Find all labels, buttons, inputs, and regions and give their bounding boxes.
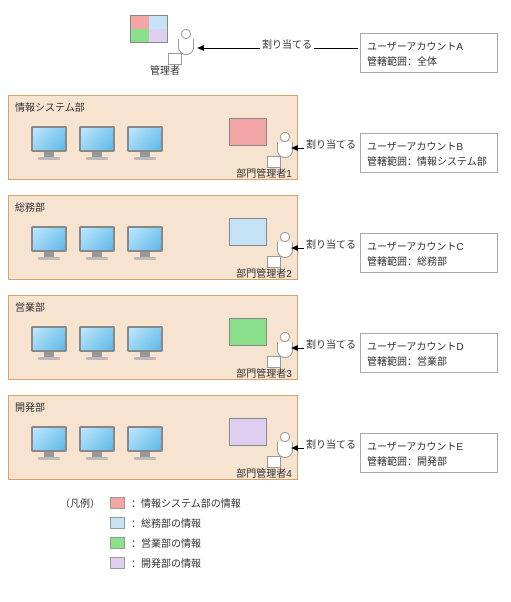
diagram-canvas: 管理者割り当てるユーザーアカウントA管轄範囲：全体情報システム部部門管理者1割り… <box>0 0 511 602</box>
admin-label: 部門管理者4 <box>229 465 299 480</box>
account-title: ユーザーアカウントC <box>367 238 491 253</box>
arrow-label: 割り当てる <box>304 336 358 351</box>
admin-board <box>130 15 168 43</box>
department-label: 情報システム部 <box>15 99 85 114</box>
account-title: ユーザーアカウントB <box>367 138 491 153</box>
legend: （凡例） ：情報システム部の情報 ：総務部の情報 ：営業部の情報 ：開発部の情報 <box>60 490 241 575</box>
legend-label: ：情報システム部の情報 <box>131 495 241 510</box>
admin-label: 部門管理者3 <box>229 365 299 380</box>
arrow-label: 割り当てる <box>304 136 358 151</box>
admin-board <box>229 418 267 446</box>
computer-icon <box>79 326 115 360</box>
computer-icon <box>31 226 67 260</box>
department-label: 営業部 <box>15 299 45 314</box>
account-scope: 管轄範囲：全体 <box>367 53 491 68</box>
legend-swatch <box>110 537 125 549</box>
computer-icon <box>79 426 115 460</box>
account-scope: 管轄範囲：開発部 <box>367 453 491 468</box>
department-label: 総務部 <box>15 199 45 214</box>
legend-swatch <box>110 497 125 509</box>
account-scope: 管轄範囲：総務部 <box>367 253 491 268</box>
account-title: ユーザーアカウントE <box>367 438 491 453</box>
computer-icon <box>127 126 163 160</box>
account-scope: 管轄範囲：情報システム部 <box>367 153 491 168</box>
top-admin: 管理者 <box>130 15 200 75</box>
legend-title: （凡例） <box>60 495 100 510</box>
legend-label: ：開発部の情報 <box>131 555 201 570</box>
account-box: ユーザーアカウントA管轄範囲：全体 <box>360 33 498 73</box>
department-box: 営業部部門管理者3 <box>8 295 298 380</box>
account-title: ユーザーアカウントD <box>367 338 491 353</box>
computer-icon <box>127 426 163 460</box>
arrow-label: 割り当てる <box>304 436 358 451</box>
legend-swatch <box>110 517 125 529</box>
admin-board <box>229 318 267 346</box>
computer-icon <box>31 326 67 360</box>
account-box: ユーザーアカウントB管轄範囲：情報システム部 <box>360 133 498 173</box>
account-scope: 管轄範囲：営業部 <box>367 353 491 368</box>
account-title: ユーザーアカウントA <box>367 38 491 53</box>
department-label: 開発部 <box>15 399 45 414</box>
legend-label: ：総務部の情報 <box>131 515 201 530</box>
admin-label: 部門管理者2 <box>229 265 299 280</box>
account-box: ユーザーアカウントD管轄範囲：営業部 <box>360 333 498 373</box>
computer-icon <box>79 126 115 160</box>
account-box: ユーザーアカウントE管轄範囲：開発部 <box>360 433 498 473</box>
computer-icon <box>31 426 67 460</box>
legend-swatch <box>110 557 125 569</box>
admin-label: 部門管理者1 <box>229 165 299 180</box>
admin-label: 管理者 <box>130 62 200 77</box>
computer-icon <box>31 126 67 160</box>
legend-label: ：営業部の情報 <box>131 535 201 550</box>
account-box: ユーザーアカウントC管轄範囲：総務部 <box>360 233 498 273</box>
computer-icon <box>127 226 163 260</box>
admin-board <box>229 118 267 146</box>
admin-board <box>229 218 267 246</box>
arrow-label: 割り当てる <box>260 36 314 51</box>
arrow-label: 割り当てる <box>304 236 358 251</box>
computer-icon <box>127 326 163 360</box>
department-box: 総務部部門管理者2 <box>8 195 298 280</box>
computer-icon <box>79 226 115 260</box>
department-box: 情報システム部部門管理者1 <box>8 95 298 180</box>
department-box: 開発部部門管理者4 <box>8 395 298 480</box>
